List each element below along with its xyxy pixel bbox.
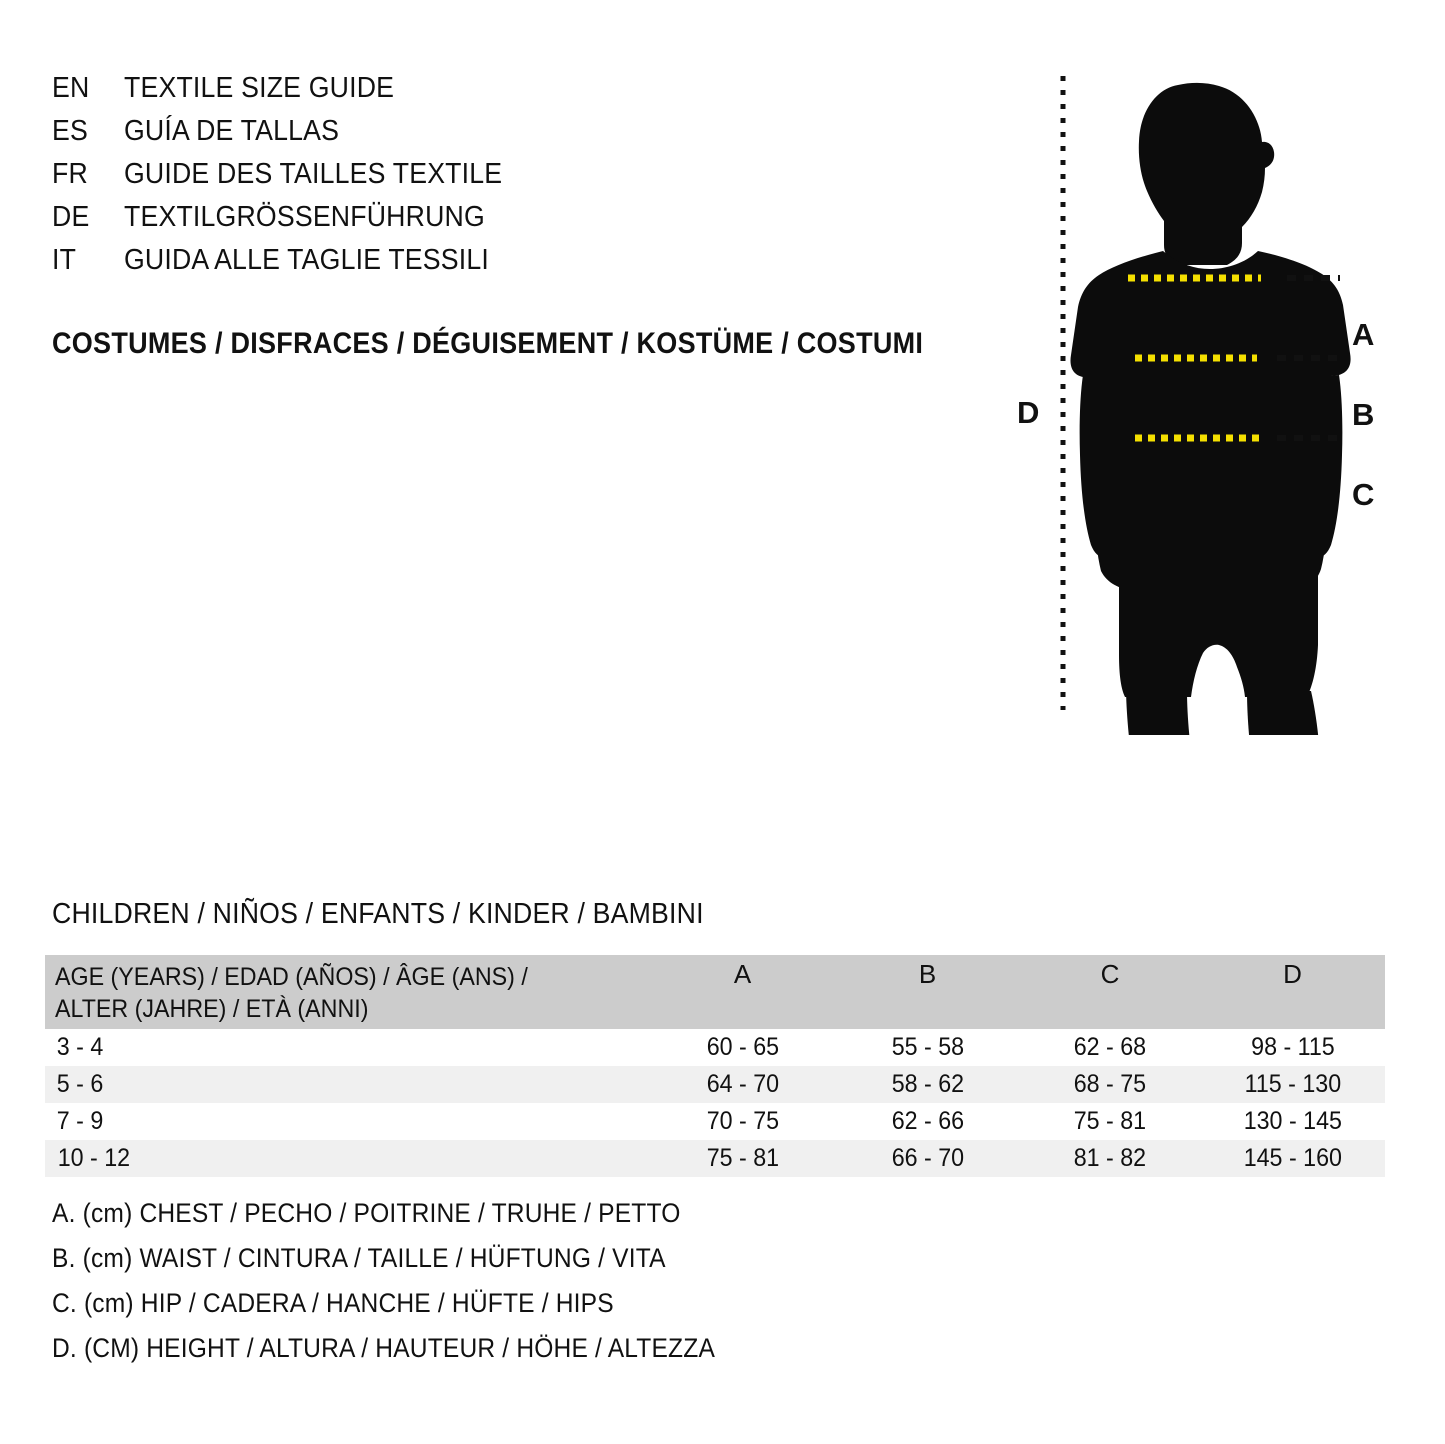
- table-row: 10 - 12 75 - 81 66 - 70 81 - 82 145 - 16…: [45, 1140, 1385, 1177]
- cell-hip-text: 62 - 68: [1073, 1033, 1147, 1061]
- dimension-label-b: B: [1352, 397, 1375, 432]
- cell-hip-text: 68 - 75: [1073, 1070, 1147, 1098]
- cell-age-text: 10 - 12: [57, 1144, 131, 1172]
- legend-item-height: D. (CM) HEIGHT / ALTURA / HAUTEUR / HÖHE…: [52, 1333, 952, 1378]
- head-shape: [1138, 82, 1275, 265]
- group-heading-children: CHILDREN / NIÑOS / ENFANTS / KINDER / BA…: [52, 898, 704, 930]
- table-body: 3 - 4 60 - 65 55 - 58 62 - 68 98 - 115 5…: [45, 1029, 1385, 1177]
- dimension-label-c: C: [1352, 477, 1375, 512]
- language-title-es: GUÍA DE TALLAS: [124, 115, 340, 147]
- table-header-row: AGE (YEARS) / EDAD (AÑOS) / ÂGE (ANS) / …: [45, 955, 1385, 1029]
- cell-age-text: 7 - 9: [56, 1107, 104, 1135]
- column-header-age-line1: AGE (YEARS) / EDAD (AÑOS) / ÂGE (ANS) /: [55, 963, 528, 991]
- table-row: 5 - 6 64 - 70 58 - 62 68 - 75 115 - 130: [45, 1066, 1385, 1103]
- cell-hip: 62 - 68: [1020, 1029, 1200, 1066]
- cell-waist: 66 - 70: [835, 1140, 1020, 1177]
- column-header-b: B: [918, 959, 937, 989]
- size-chart-table: AGE (YEARS) / EDAD (AÑOS) / ÂGE (ANS) / …: [45, 955, 1385, 1177]
- cell-chest-text: 75 - 81: [706, 1144, 779, 1172]
- cell-hip: 81 - 82: [1020, 1140, 1200, 1177]
- silhouette-body: [1070, 82, 1351, 735]
- cell-waist-text: 66 - 70: [891, 1144, 964, 1172]
- cell-age: 7 - 9: [45, 1103, 650, 1140]
- column-header-age: AGE (YEARS) / EDAD (AÑOS) / ÂGE (ANS) / …: [45, 955, 650, 1029]
- table-header: AGE (YEARS) / EDAD (AÑOS) / ÂGE (ANS) / …: [45, 955, 1385, 1029]
- cell-height: 98 - 115: [1200, 1029, 1385, 1066]
- language-row-fr: FR GUIDE DES TAILLES TEXTILE: [52, 158, 672, 201]
- language-row-de: DE TEXTILGRÖSSENFÜHRUNG: [52, 201, 672, 244]
- cell-chest: 70 - 75: [650, 1103, 835, 1140]
- cell-height-text: 115 - 130: [1244, 1070, 1341, 1098]
- language-code-en: EN: [52, 72, 90, 104]
- cell-hip-text: 75 - 81: [1073, 1107, 1147, 1135]
- language-title-fr: GUIDE DES TAILLES TEXTILE: [124, 158, 503, 190]
- cell-chest-text: 64 - 70: [706, 1070, 779, 1098]
- cell-age-text: 3 - 4: [56, 1033, 104, 1061]
- language-code-es: ES: [52, 115, 88, 147]
- left-arm-shape: [1079, 375, 1117, 558]
- column-header-age-line2: ALTER (JAHRE) / ETÀ (ANNI): [55, 995, 369, 1023]
- cell-waist-text: 55 - 58: [891, 1033, 964, 1061]
- dimension-label-d: D: [1017, 395, 1040, 430]
- legend-item-waist-text: B. (cm) WAIST / CINTURA / TAILLE / HÜFTU…: [52, 1243, 666, 1273]
- language-title-de: TEXTILGRÖSSENFÜHRUNG: [124, 201, 485, 233]
- cell-chest: 64 - 70: [650, 1066, 835, 1103]
- cell-height-text: 145 - 160: [1243, 1144, 1342, 1172]
- cell-height: 130 - 145: [1200, 1103, 1385, 1140]
- language-row-it: IT GUIDA ALLE TAGLIE TESSILI: [52, 244, 672, 287]
- legend-item-chest-text: A. (cm) CHEST / PECHO / POITRINE / TRUHE…: [52, 1198, 681, 1228]
- language-row-es: ES GUÍA DE TALLAS: [52, 115, 672, 158]
- language-code-it: IT: [52, 244, 77, 276]
- legend-item-chest: A. (cm) CHEST / PECHO / POITRINE / TRUHE…: [52, 1198, 952, 1243]
- cell-height: 115 - 130: [1200, 1066, 1385, 1103]
- cell-chest-text: 60 - 65: [706, 1033, 779, 1061]
- right-arm-shape: [1305, 375, 1343, 558]
- cell-chest: 75 - 81: [650, 1140, 835, 1177]
- column-header-c: C: [1100, 959, 1120, 989]
- category-line: COSTUMES / DISFRACES / DÉGUISEMENT / KOS…: [52, 327, 924, 360]
- cell-waist-text: 62 - 66: [891, 1107, 964, 1135]
- table-row: 7 - 9 70 - 75 62 - 66 75 - 81 130 - 145: [45, 1103, 1385, 1140]
- language-header-block: EN TEXTILE SIZE GUIDE ES GUÍA DE TALLAS …: [52, 72, 672, 287]
- measurement-diagram: A B C D: [995, 55, 1425, 735]
- column-header-d: D: [1283, 959, 1302, 989]
- language-code-fr: FR: [52, 158, 88, 190]
- language-code-de: DE: [52, 201, 90, 233]
- legend-item-hip: C. (cm) HIP / CADERA / HANCHE / HÜFTE / …: [52, 1288, 952, 1333]
- cell-age: 5 - 6: [45, 1066, 650, 1103]
- torso-tshirt-shape: [1070, 251, 1351, 591]
- table-row: 3 - 4 60 - 65 55 - 58 62 - 68 98 - 115: [45, 1029, 1385, 1066]
- cell-hip: 68 - 75: [1020, 1066, 1200, 1103]
- measurement-legend: A. (cm) CHEST / PECHO / POITRINE / TRUHE…: [52, 1198, 952, 1378]
- cell-height-text: 98 - 115: [1250, 1033, 1335, 1061]
- cell-height: 145 - 160: [1200, 1140, 1385, 1177]
- cell-waist: 58 - 62: [835, 1066, 1020, 1103]
- cell-age: 10 - 12: [45, 1140, 650, 1177]
- child-silhouette-figure: [1060, 76, 1351, 735]
- cell-age-text: 5 - 6: [56, 1070, 104, 1098]
- cell-chest: 60 - 65: [650, 1029, 835, 1066]
- shorts-shape: [1119, 575, 1318, 697]
- cell-waist: 55 - 58: [835, 1029, 1020, 1066]
- language-row-en: EN TEXTILE SIZE GUIDE: [52, 72, 672, 115]
- cell-chest-text: 70 - 75: [706, 1107, 779, 1135]
- left-leg-shape: [1126, 691, 1190, 735]
- cell-hip-text: 81 - 82: [1073, 1144, 1147, 1172]
- cell-height-text: 130 - 145: [1243, 1107, 1342, 1135]
- right-leg-shape: [1247, 691, 1319, 735]
- column-header-a: A: [733, 959, 752, 989]
- legend-item-hip-text: C. (cm) HIP / CADERA / HANCHE / HÜFTE / …: [52, 1288, 614, 1318]
- cell-age: 3 - 4: [45, 1029, 650, 1066]
- cell-waist: 62 - 66: [835, 1103, 1020, 1140]
- dimension-label-a: A: [1352, 317, 1375, 352]
- language-title-it: GUIDA ALLE TAGLIE TESSILI: [124, 244, 489, 276]
- cell-waist-text: 58 - 62: [891, 1070, 964, 1098]
- legend-item-height-text: D. (CM) HEIGHT / ALTURA / HAUTEUR / HÖHE…: [52, 1333, 716, 1363]
- language-title-en: TEXTILE SIZE GUIDE: [124, 72, 395, 104]
- legend-item-waist: B. (cm) WAIST / CINTURA / TAILLE / HÜFTU…: [52, 1243, 952, 1288]
- cell-hip: 75 - 81: [1020, 1103, 1200, 1140]
